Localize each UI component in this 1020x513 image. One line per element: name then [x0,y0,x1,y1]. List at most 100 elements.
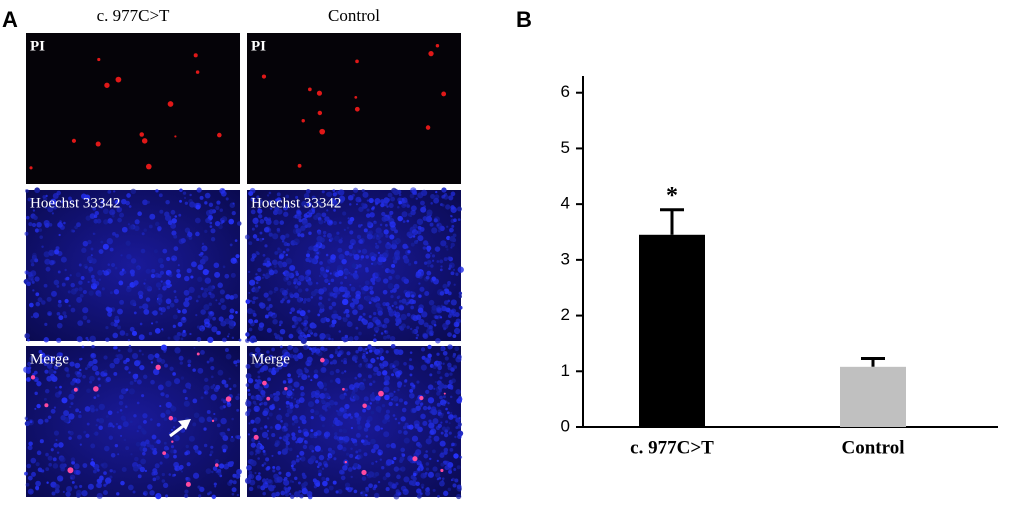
nucleus [292,324,297,329]
nucleus [354,335,359,341]
nucleus [315,482,321,487]
nucleus [392,445,397,449]
nucleus [231,417,234,421]
nucleus [288,447,293,452]
nucleus [231,211,236,216]
nucleus [217,471,222,476]
pi-spot [67,467,74,474]
nucleus [363,427,369,432]
nucleus [359,315,363,319]
nucleus [184,297,189,302]
nucleus [296,455,299,458]
nucleus [447,332,452,338]
nucleus [157,293,163,299]
nucleus [210,394,217,401]
nucleus [69,405,72,409]
nucleus [414,400,420,406]
nucleus [150,273,156,279]
nucleus [344,290,351,296]
nucleus [429,222,434,227]
nucleus [27,197,32,202]
nucleus [300,233,305,238]
nucleus [231,487,237,493]
nucleus [321,424,325,428]
micrograph: Merge [244,343,464,500]
pi-spot [342,387,345,391]
nucleus [190,275,194,279]
nucleus [375,330,379,334]
nucleus [59,224,65,230]
nucleus [50,408,56,414]
nucleus [223,438,226,441]
nucleus [114,346,118,350]
nucleus [76,222,81,228]
nucleus [457,218,461,221]
nucleus [436,352,440,356]
nucleus [368,483,373,489]
nucleus [139,466,146,473]
nucleus [418,282,421,285]
nucleus [442,362,445,365]
nucleus [119,330,126,336]
nucleus [383,431,390,438]
nucleus [130,272,135,277]
nucleus [426,260,431,265]
nucleus [56,311,61,316]
y-tick-label: 3 [561,249,570,268]
nucleus [440,462,445,467]
nucleus [114,315,120,321]
nucleus [335,490,339,494]
nucleus [370,358,376,364]
nucleus [281,239,285,243]
nucleus [286,390,293,397]
nucleus [328,220,333,224]
nucleus [402,243,408,250]
nucleus [248,327,253,332]
nucleus [89,213,96,219]
nucleus [195,314,198,317]
nucleus [70,477,73,480]
nucleus [379,254,383,257]
nucleus [337,346,341,350]
nucleus [442,350,448,356]
nucleus [294,357,299,362]
nucleus [373,372,377,376]
nucleus [338,421,343,426]
nucleus [281,298,285,302]
nucleus [445,319,451,325]
nucleus [340,237,343,240]
nucleus [375,302,381,309]
nucleus [353,462,359,468]
nucleus [159,405,162,408]
nucleus [372,380,376,384]
nucleus [213,262,220,269]
nucleus [301,488,308,495]
nucleus [318,472,322,477]
nucleus [389,210,394,215]
nucleus [392,288,397,293]
nucleus [436,459,439,463]
nucleus [70,282,75,288]
nucleus [291,432,296,437]
nucleus [350,475,353,479]
nucleus [457,206,462,212]
nucleus [449,227,454,233]
nucleus [319,303,325,310]
nucleus [230,272,236,278]
nucleus [165,401,172,409]
nucleus [422,246,427,250]
nucleus [271,347,275,352]
nucleus [349,453,354,458]
nucleus [429,457,432,461]
nucleus [409,395,413,398]
nucleus [448,422,451,425]
nucleus [395,489,400,494]
nucleus [149,213,156,220]
nucleus [420,492,423,495]
nucleus [301,437,305,441]
nucleus [149,286,153,290]
nucleus [57,362,61,366]
nucleus [285,253,289,257]
nucleus [344,308,350,314]
nucleus [410,209,416,216]
